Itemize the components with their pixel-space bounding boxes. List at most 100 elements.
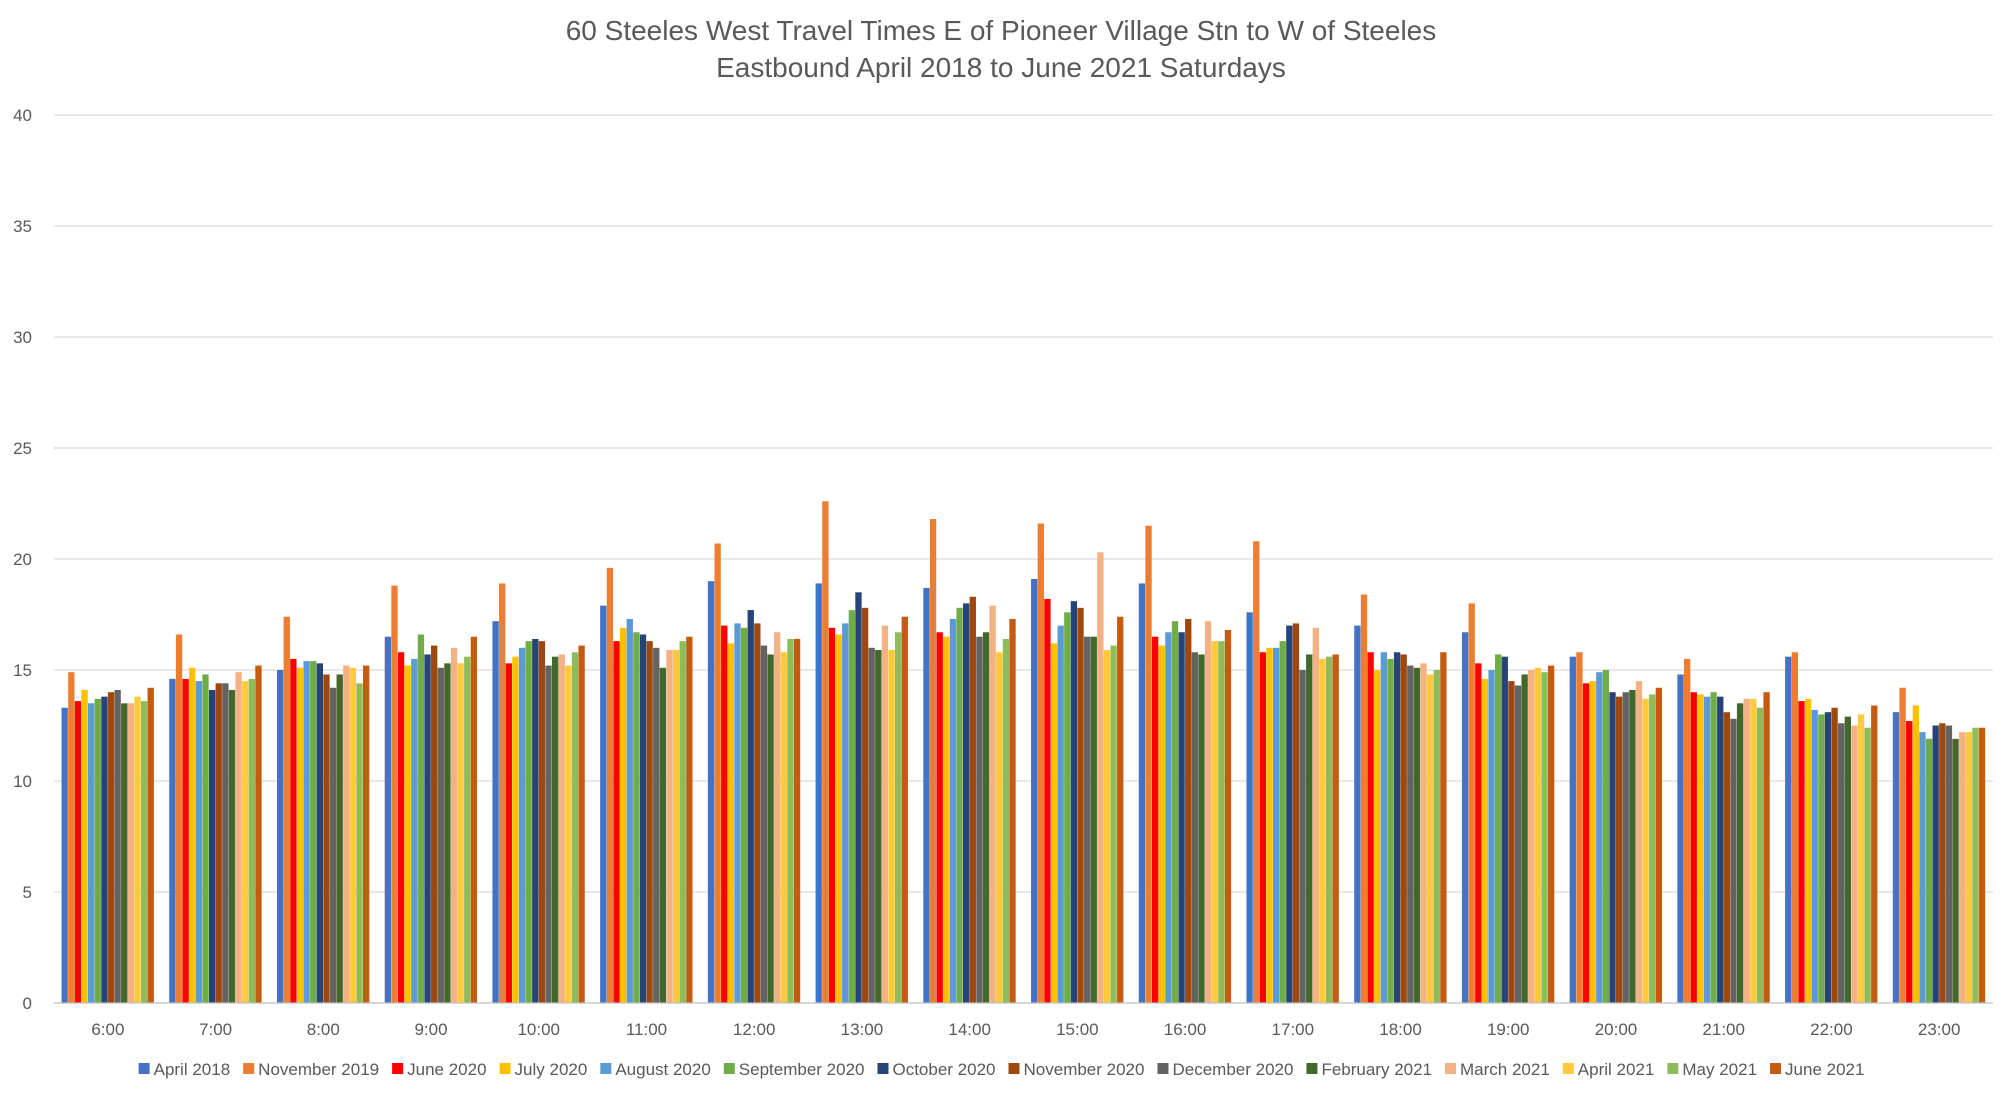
bar-700-series-9 [228, 689, 236, 1003]
bar-1500-series-1 [1037, 523, 1044, 1003]
bar-1300-series-8 [868, 647, 875, 1003]
bar-1100-series-1 [606, 567, 614, 1003]
bar-1100-series-7 [646, 641, 653, 1003]
bar-1100-series-0 [600, 605, 607, 1003]
bar-1800-series-9 [1413, 667, 1421, 1003]
legend-label: October 2020 [892, 1060, 995, 1079]
bar-2100-series-13 [1763, 692, 1770, 1003]
bar-1400-series-4 [949, 618, 957, 1003]
bar-2000-series-3 [1589, 681, 1596, 1003]
bar-1200-series-10 [774, 632, 781, 1003]
bar-1000-series-9 [551, 656, 559, 1003]
bar-1300-series-6 [855, 592, 862, 1003]
bar-2200-series-3 [1804, 698, 1812, 1003]
bar-2000-series-2 [1582, 683, 1590, 1003]
legend-item: March 2021 [1445, 1060, 1550, 1079]
x-tick-label: 17:00 [1272, 1020, 1315, 1039]
bar-2300-series-2 [1906, 721, 1913, 1003]
bar-1800-series-8 [1407, 665, 1414, 1003]
legend-label: May 2021 [1682, 1060, 1757, 1079]
bar-1200-series-0 [707, 581, 715, 1003]
legend-label: November 2020 [1024, 1060, 1145, 1079]
legend-item: April 2018 [138, 1060, 230, 1079]
bar-2100-series-2 [1690, 692, 1697, 1003]
bar-900-series-5 [417, 634, 425, 1003]
bar-900-series-8 [437, 667, 444, 1003]
bar-800-series-1 [283, 616, 290, 1003]
x-tick-label: 7:00 [199, 1020, 232, 1039]
bar-1700-series-3 [1266, 647, 1273, 1003]
bar-1600-series-12 [1218, 641, 1225, 1003]
bar-1200-series-5 [740, 627, 748, 1003]
bar-1800-series-10 [1420, 663, 1427, 1003]
bar-1200-series-1 [714, 543, 721, 1003]
bar-2200-series-11 [1857, 714, 1865, 1003]
legend-swatch [1667, 1063, 1679, 1074]
bar-1000-series-11 [565, 665, 572, 1003]
bar-2100-series-3 [1697, 694, 1704, 1003]
bar-1700-series-0 [1246, 612, 1253, 1003]
bar-800-series-7 [323, 674, 330, 1003]
bar-1100-series-13 [686, 636, 693, 1003]
legend-item: June 2021 [1770, 1060, 1864, 1079]
x-tick-label: 12:00 [733, 1020, 776, 1039]
legend-label: November 2019 [258, 1060, 379, 1079]
bar-1600-series-9 [1198, 654, 1205, 1003]
bar-600-series-7 [107, 692, 115, 1003]
bar-2300-series-11 [1965, 732, 1972, 1003]
bar-1400-series-6 [963, 603, 970, 1003]
bar-1200-series-13 [793, 638, 801, 1003]
bar-2000-series-1 [1576, 652, 1583, 1003]
bar-2000-series-8 [1622, 692, 1629, 1003]
bar-2100-series-0 [1677, 674, 1684, 1003]
bar-2000-series-7 [1615, 696, 1623, 1003]
bar-1200-series-12 [787, 638, 794, 1003]
bar-1300-series-4 [842, 623, 849, 1003]
bar-1300-series-13 [901, 616, 908, 1003]
bar-2300-series-4 [1919, 732, 1926, 1003]
bar-1000-series-13 [578, 645, 585, 1003]
bar-700-series-7 [215, 683, 222, 1003]
bar-900-series-10 [450, 647, 458, 1003]
x-tick-label: 10:00 [517, 1020, 560, 1039]
bars [61, 501, 1986, 1003]
legend-swatch [600, 1063, 612, 1074]
bar-1800-series-2 [1367, 652, 1374, 1003]
legend-swatch [1770, 1063, 1782, 1074]
x-tick-label: 22:00 [1810, 1020, 1853, 1039]
legend-swatch [138, 1063, 150, 1074]
bar-1000-series-2 [505, 663, 512, 1003]
bar-2000-series-5 [1602, 670, 1610, 1003]
bar-1000-series-10 [558, 654, 565, 1003]
bar-2100-series-6 [1717, 696, 1724, 1003]
bar-1100-series-6 [639, 634, 647, 1003]
bar-2100-series-5 [1710, 692, 1717, 1003]
bar-900-series-12 [464, 656, 471, 1003]
bar-2100-series-4 [1703, 696, 1711, 1003]
legend-item: October 2020 [877, 1060, 996, 1079]
bar-700-series-1 [175, 634, 183, 1003]
bar-1900-series-3 [1481, 678, 1489, 1003]
bar-2200-series-4 [1811, 709, 1818, 1003]
y-tick-label: 25 [13, 439, 32, 458]
y-tick-label: 20 [13, 550, 32, 569]
x-tick-label: 9:00 [414, 1020, 447, 1039]
bar-800-series-10 [343, 665, 350, 1003]
bar-1600-series-6 [1178, 632, 1185, 1003]
x-tick-label: 19:00 [1487, 1020, 1530, 1039]
bar-1900-series-2 [1475, 663, 1482, 1003]
bar-1600-series-4 [1165, 632, 1172, 1003]
bar-2200-series-1 [1791, 652, 1799, 1003]
bar-1900-series-9 [1521, 674, 1528, 1003]
legend-item: August 2020 [600, 1060, 711, 1079]
bar-1400-series-10 [989, 605, 996, 1003]
legend-item: November 2020 [1008, 1060, 1145, 1079]
bar-1800-series-6 [1393, 652, 1401, 1003]
bar-700-series-3 [189, 667, 196, 1003]
bar-600-series-10 [127, 703, 135, 1003]
bar-1400-series-8 [976, 636, 983, 1003]
bar-2100-series-8 [1730, 718, 1737, 1003]
bar-2300-series-7 [1939, 723, 1946, 1003]
bar-1600-series-13 [1224, 630, 1232, 1003]
